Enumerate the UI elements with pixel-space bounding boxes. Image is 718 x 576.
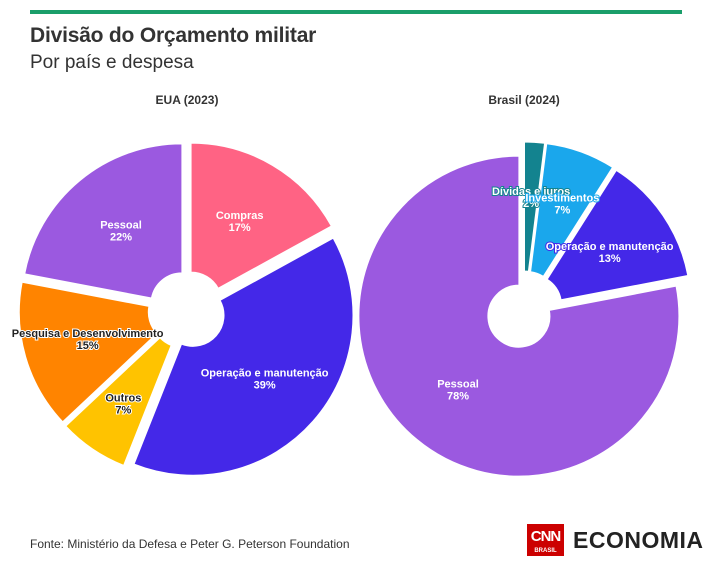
slice-label-1-1: Investimentos xyxy=(525,192,599,204)
pie-title-brasil: Brasil (2024) xyxy=(488,93,560,107)
slice-value-1-0: 2% xyxy=(523,198,539,210)
slice-label-0-3: Pesquisa e Desenvolvimento xyxy=(12,328,164,340)
chart-subtitle: Por país e despesa xyxy=(30,52,194,73)
pie-slice-1-2 xyxy=(546,169,689,301)
cnn-logo: CNN BRASIL xyxy=(527,524,564,556)
top-accent-bar xyxy=(30,10,682,14)
pie-slice-0-1 xyxy=(133,237,354,476)
slice-label-0-1: Operação e manutenção xyxy=(201,367,329,379)
slice-label-0-2: Outros xyxy=(105,393,141,405)
pie-slice-0-0 xyxy=(190,142,332,289)
slice-label-1-3: Pessoal xyxy=(437,379,479,391)
chart-title: Divisão do Orçamento militar xyxy=(30,24,317,47)
slice-value-0-4: 22% xyxy=(110,231,132,243)
slice-label-1-0: Dívidas e juros xyxy=(492,186,570,198)
slice-value-0-3: 15% xyxy=(77,340,99,352)
slice-value-1-2: 13% xyxy=(599,253,621,265)
slice-label-0-4: Pessoal xyxy=(100,219,142,231)
economia-logo: ECONOMIA xyxy=(573,527,704,553)
pie-slice-0-3 xyxy=(18,281,158,423)
pie-slice-0-2 xyxy=(65,337,172,466)
slice-value-1-1: 7% xyxy=(554,204,570,216)
pie-slice-0-4 xyxy=(24,143,183,299)
pie-slice-1-1 xyxy=(530,143,613,277)
slice-value-0-2: 7% xyxy=(115,405,131,417)
source-note: Fonte: Ministério da Defesa e Peter G. P… xyxy=(30,537,350,551)
slice-value-0-0: 17% xyxy=(229,222,251,234)
slice-label-1-2: Operação e manutenção xyxy=(546,241,674,253)
pie-slice-1-0 xyxy=(524,141,546,272)
slice-label-0-0: Compras xyxy=(216,210,264,222)
slice-value-0-1: 39% xyxy=(254,379,276,391)
pie-slice-1-3 xyxy=(358,155,680,477)
pie-title-eua: EUA (2023) xyxy=(155,93,219,107)
slice-value-1-3: 78% xyxy=(447,391,469,403)
